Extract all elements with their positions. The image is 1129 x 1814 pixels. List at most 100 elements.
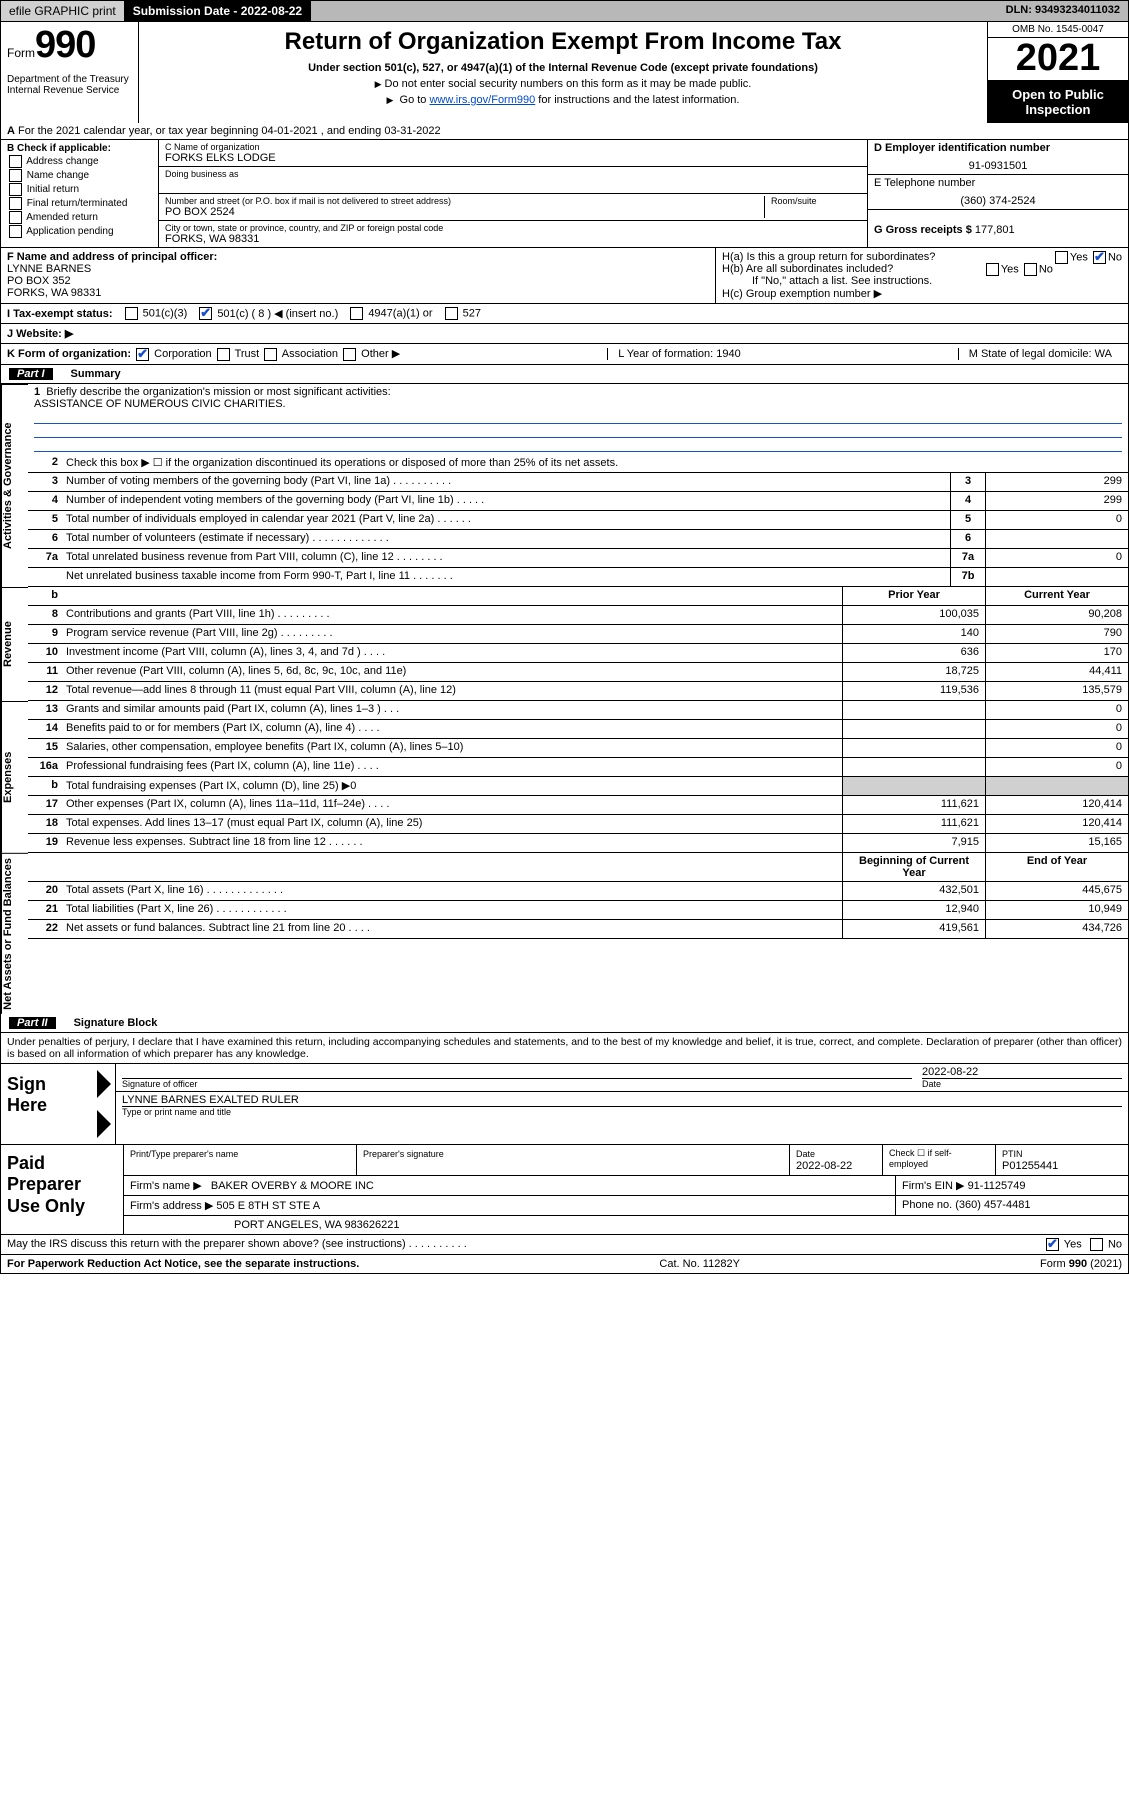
topbar-spacer <box>311 1 998 21</box>
tax-year: 2021 <box>988 38 1128 81</box>
sign-here-label: Sign Here <box>1 1064 93 1144</box>
discuss-no[interactable] <box>1090 1238 1103 1251</box>
year-formation: L Year of formation: 1940 <box>607 348 751 360</box>
summary-row: 2Check this box ▶ ☐ if the organization … <box>28 454 1128 473</box>
addr-row: Number and street (or P.O. box if mail i… <box>159 194 867 221</box>
form-number-block: Form990 Department of the Treasury Inter… <box>1 22 139 123</box>
org-name: FORKS ELKS LODGE <box>165 152 861 164</box>
signature-line: Signature of officer 2022-08-22Date <box>116 1064 1128 1092</box>
section-fh: F Name and address of principal officer:… <box>0 248 1129 304</box>
row-klm: K Form of organization: Corporation Trus… <box>0 344 1129 365</box>
phone-value: (360) 374-2524 <box>874 189 1122 207</box>
cb-association[interactable] <box>264 348 277 361</box>
cb-amended-return[interactable]: Amended return <box>7 211 152 224</box>
netassets-section: Net Assets or Fund Balances Beginning of… <box>0 853 1129 1014</box>
summary-row: 9Program service revenue (Part VIII, lin… <box>28 625 1128 644</box>
row-i-tax-status: I Tax-exempt status: 501(c)(3) 501(c) ( … <box>0 304 1129 325</box>
cb-name-change[interactable]: Name change <box>7 169 152 182</box>
vtab-governance: Activities & Governance <box>1 384 28 587</box>
gross-value: 177,801 <box>975 224 1015 236</box>
summary-row: 7aTotal unrelated business revenue from … <box>28 549 1128 568</box>
section-b: B Check if applicable: Address change Na… <box>1 140 159 247</box>
part2-header: Part II Signature Block <box>0 1014 1129 1033</box>
mission-block: 1 Briefly describe the organization's mi… <box>28 384 1128 454</box>
cb-501c3[interactable] <box>125 307 138 320</box>
summary-row: 20Total assets (Part X, line 16) . . . .… <box>28 882 1128 901</box>
topbar: efile GRAPHIC print Submission Date - 20… <box>0 0 1129 22</box>
declaration-text: Under penalties of perjury, I declare th… <box>0 1033 1129 1064</box>
dln: DLN: 93493234011032 <box>998 1 1128 21</box>
vtab-revenue: Revenue <box>1 587 28 701</box>
cb-527[interactable] <box>445 307 458 320</box>
org-address: PO BOX 2524 <box>165 206 764 218</box>
section-b-label: B Check if applicable: <box>7 143 111 154</box>
ha-no[interactable] <box>1093 251 1106 264</box>
section-c: C Name of organization FORKS ELKS LODGE … <box>159 140 867 247</box>
org-name-row: C Name of organization FORKS ELKS LODGE <box>159 140 867 167</box>
cb-501c[interactable] <box>199 307 212 320</box>
ha-yes[interactable] <box>1055 251 1068 264</box>
summary-row: 21Total liabilities (Part X, line 26) . … <box>28 901 1128 920</box>
vtab-netassets: Net Assets or Fund Balances <box>1 853 28 1014</box>
summary-row: 4Number of independent voting members of… <box>28 492 1128 511</box>
efile-print-button[interactable]: efile GRAPHIC print <box>1 1 125 21</box>
section-bcd: B Check if applicable: Address change Na… <box>0 140 1129 248</box>
officer-name: LYNNE BARNES <box>7 263 91 275</box>
open-to-public: Open to Public Inspection <box>988 81 1128 123</box>
hb-no[interactable] <box>1024 263 1037 276</box>
omb-number: OMB No. 1545-0047 <box>988 22 1128 38</box>
summary-row: 6Total number of volunteers (estimate if… <box>28 530 1128 549</box>
summary-row: 14Benefits paid to or for members (Part … <box>28 720 1128 739</box>
summary-row: 19Revenue less expenses. Subtract line 1… <box>28 834 1128 853</box>
summary-row: bTotal fundraising expenses (Part IX, co… <box>28 777 1128 796</box>
dba-row: Doing business as <box>159 167 867 194</box>
cb-corporation[interactable] <box>136 348 149 361</box>
catalog-no: Cat. No. 11282Y <box>659 1258 740 1270</box>
governance-section: Activities & Governance 1 Briefly descri… <box>0 384 1129 587</box>
firm-name: BAKER OVERBY & MOORE INC <box>211 1180 374 1192</box>
summary-row: 13Grants and similar amounts paid (Part … <box>28 701 1128 720</box>
city-row: City or town, state or province, country… <box>159 221 867 247</box>
hb-yes[interactable] <box>986 263 999 276</box>
expenses-section: Expenses 13Grants and similar amounts pa… <box>0 701 1129 853</box>
summary-row: 5Total number of individuals employed in… <box>28 511 1128 530</box>
section-d: D Employer identification number 91-0931… <box>867 140 1128 247</box>
cb-address-change[interactable]: Address change <box>7 155 152 168</box>
summary-row: 17Other expenses (Part IX, column (A), l… <box>28 796 1128 815</box>
cb-initial-return[interactable]: Initial return <box>7 183 152 196</box>
cb-4947[interactable] <box>350 307 363 320</box>
cb-trust[interactable] <box>217 348 230 361</box>
summary-row: 11Other revenue (Part VIII, column (A), … <box>28 663 1128 682</box>
form-label: Form <box>7 46 35 60</box>
submission-date: Submission Date - 2022-08-22 <box>125 1 311 21</box>
form-header: Form990 Department of the Treasury Inter… <box>0 22 1129 123</box>
section-h: H(a) Is this a group return for subordin… <box>716 248 1128 303</box>
discuss-yes[interactable] <box>1046 1238 1059 1251</box>
form-subtitle: Under section 501(c), 527, or 4947(a)(1)… <box>147 62 979 74</box>
line-a-taxyear: A For the 2021 calendar year, or tax yea… <box>0 123 1129 140</box>
vtab-expenses: Expenses <box>1 701 28 853</box>
paid-preparer-label: Paid Preparer Use Only <box>1 1145 123 1234</box>
cb-application-pending[interactable]: Application pending <box>7 225 152 238</box>
mission-text: ASSISTANCE OF NUMEROUS CIVIC CHARITIES. <box>34 398 286 410</box>
summary-row: 16aProfessional fundraising fees (Part I… <box>28 758 1128 777</box>
summary-row: 22Net assets or fund balances. Subtract … <box>28 920 1128 939</box>
section-f: F Name and address of principal officer:… <box>1 248 716 303</box>
paid-preparer-block: Paid Preparer Use Only Print/Type prepar… <box>0 1145 1129 1235</box>
sign-arrow-icon2 <box>97 1110 111 1138</box>
cb-final-return[interactable]: Final return/terminated <box>7 197 152 210</box>
net-header: Beginning of Current Year End of Year <box>28 853 1128 882</box>
form-number: 990 <box>35 24 95 66</box>
form-note1: Do not enter social security numbers on … <box>147 78 979 90</box>
discuss-row: May the IRS discuss this return with the… <box>0 1235 1129 1255</box>
form-title: Return of Organization Exempt From Incom… <box>147 28 979 56</box>
form-ref: Form 990 (2021) <box>1040 1258 1122 1270</box>
paperwork-notice: For Paperwork Reduction Act Notice, see … <box>7 1258 359 1270</box>
irs-link[interactable]: www.irs.gov/Form990 <box>429 94 535 106</box>
cb-other[interactable] <box>343 348 356 361</box>
form-note2: Go to www.irs.gov/Form990 for instructio… <box>147 94 979 106</box>
summary-row: 18Total expenses. Add lines 13–17 (must … <box>28 815 1128 834</box>
header-right: OMB No. 1545-0047 2021 Open to Public In… <box>987 22 1128 123</box>
summary-row: 12Total revenue—add lines 8 through 11 (… <box>28 682 1128 701</box>
ein-value: 91-0931501 <box>874 154 1122 172</box>
